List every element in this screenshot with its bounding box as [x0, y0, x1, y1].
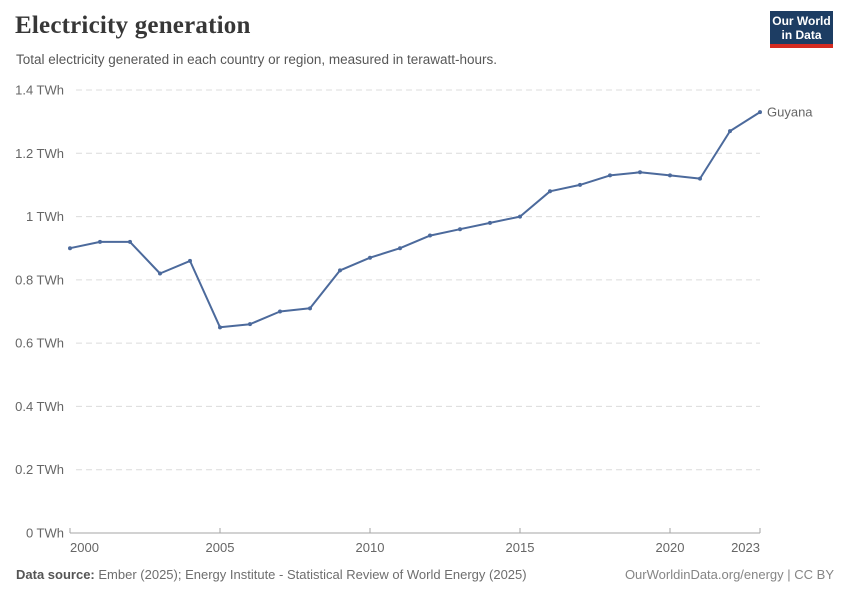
y-tick-label: 1.4 TWh	[15, 83, 64, 98]
data-point	[308, 306, 312, 311]
y-tick-label: 1.2 TWh	[15, 146, 64, 161]
datasource-text: Ember (2025); Energy Institute - Statist…	[98, 567, 527, 582]
series-end-label[interactable]: Guyana	[767, 105, 813, 120]
owid-logo-line1: Our World	[772, 13, 831, 28]
data-point	[188, 258, 192, 263]
data-point	[638, 170, 642, 175]
y-gridlines	[76, 89, 760, 471]
chart-footer: Data source: Ember (2025); Energy Instit…	[16, 567, 834, 582]
x-tick-label: 2005	[206, 540, 235, 555]
data-point	[68, 246, 72, 251]
data-point	[668, 173, 672, 178]
y-axis-labels: 0 TWh 0.2 TWh 0.4 TWh 0.6 TWh 0.8 TWh 1 TWh 1.…	[15, 83, 64, 541]
y-tick-label: 0.8 TWh	[15, 272, 64, 287]
data-point	[608, 173, 612, 178]
data-point	[158, 271, 162, 276]
owid-logo-line2: in Data	[781, 27, 822, 42]
series-guyana[interactable]: Guyana	[68, 105, 813, 330]
data-point	[398, 246, 402, 251]
chart-svg: 0 TWh 0.2 TWh 0.4 TWh 0.6 TWh 0.8 TWh 1 TWh 1.…	[15, 83, 813, 556]
y-tick-label: 0 TWh	[26, 526, 64, 541]
x-tick-label: 2015	[506, 540, 535, 555]
series-line[interactable]	[69, 111, 761, 329]
x-tick-label: 2023	[731, 540, 760, 555]
data-point	[578, 182, 582, 187]
data-point	[428, 233, 432, 238]
data-point	[218, 325, 222, 330]
data-point	[518, 214, 522, 219]
x-axis: 2000 2005 2010 2015 2020 2023	[69, 528, 761, 555]
x-tick-label: 2020	[656, 540, 685, 555]
x-tick-label: 2000	[70, 540, 99, 555]
x-tick-label: 2010	[356, 540, 385, 555]
data-point	[458, 227, 462, 232]
data-point	[548, 189, 552, 194]
data-point	[728, 129, 732, 134]
data-point	[248, 322, 252, 327]
data-point	[698, 176, 702, 181]
series-point-markers	[68, 110, 762, 330]
data-point	[488, 220, 492, 225]
y-tick-label: 0.2 TWh	[15, 462, 64, 477]
page-title: Electricity generation	[15, 12, 251, 39]
y-tick-label: 0.6 TWh	[15, 336, 64, 351]
y-tick-label: 0.4 TWh	[15, 399, 64, 414]
data-point	[278, 309, 282, 314]
footer-citation-link[interactable]: OurWorldinData.org/energy | CC BY	[624, 567, 834, 582]
data-point	[98, 239, 102, 244]
data-point	[128, 239, 132, 244]
data-point	[338, 268, 342, 273]
datasource-note: Data source: Ember (2025); Energy Instit…	[16, 567, 527, 582]
y-tick-label: 1 TWh	[26, 209, 64, 224]
data-point	[368, 255, 372, 260]
owid-logo[interactable]: Our World in Data	[770, 11, 833, 48]
datasource-label: Data source:	[16, 567, 95, 582]
data-point	[758, 110, 762, 115]
page-subtitle: Total electricity generated in each coun…	[16, 52, 497, 67]
